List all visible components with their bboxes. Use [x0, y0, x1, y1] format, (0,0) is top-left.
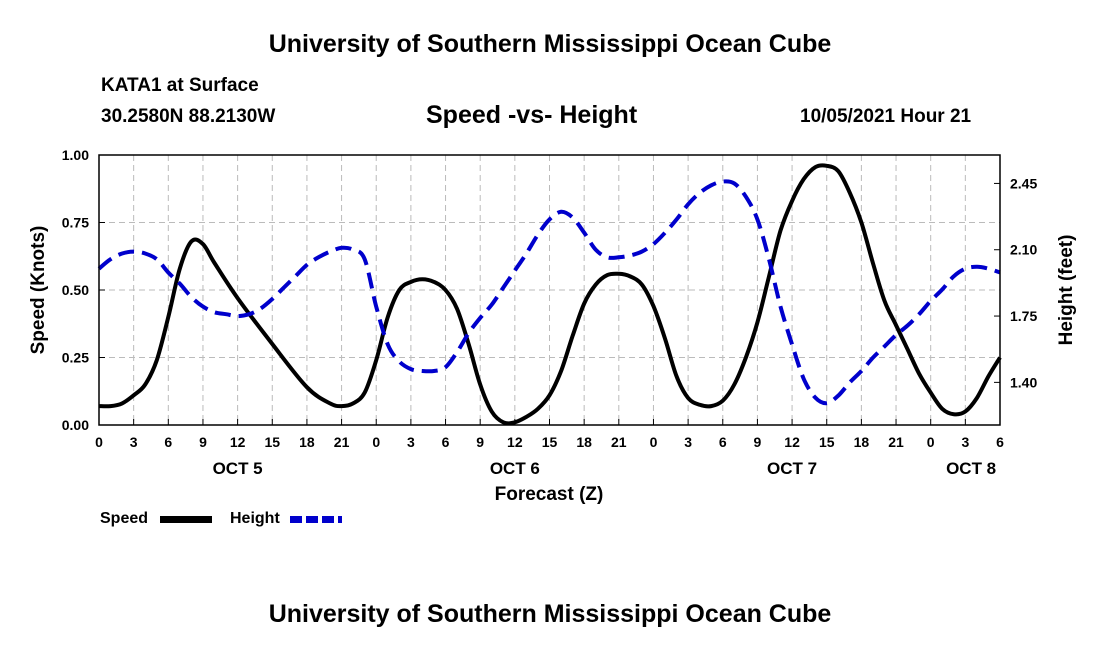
x-tick-label: 3 [961, 434, 969, 450]
day-label: OCT 8 [946, 459, 996, 478]
y-tick-label: 0.75 [62, 215, 89, 231]
x-tick-label: 9 [476, 434, 484, 450]
y-tick-label: 0.50 [62, 282, 89, 298]
x-tick-label: 3 [684, 434, 692, 450]
y2-axis-label: Height (feet) [1056, 235, 1077, 346]
x-tick-label: 0 [95, 434, 103, 450]
x-tick-label: 0 [927, 434, 935, 450]
x-tick-label: 9 [754, 434, 762, 450]
x-tick-label: 12 [507, 434, 523, 450]
x-tick-label: 21 [611, 434, 627, 450]
x-tick-label: 3 [130, 434, 138, 450]
footer-title: University of Southern Mississippi Ocean… [268, 600, 832, 628]
y-axis-label: Speed (Knots) [28, 226, 49, 355]
legend-height-label: Height [230, 510, 280, 527]
series-layer [97, 163, 1002, 426]
x-tick-label: 0 [650, 434, 658, 450]
y-tick-label: 1.00 [62, 147, 89, 163]
day-label: OCT 5 [213, 459, 263, 478]
day-label: OCT 6 [490, 459, 540, 478]
x-tick-label: 6 [996, 434, 1004, 450]
x-tick-label: 21 [888, 434, 904, 450]
y2-tick-label: 2.45 [1010, 175, 1037, 191]
x-tick-label: 6 [164, 434, 172, 450]
y2-tick-label: 1.40 [1010, 374, 1037, 390]
legend-height-swatch [290, 516, 342, 523]
grid [99, 155, 1000, 425]
day-label: OCT 7 [767, 459, 817, 478]
x-tick-label: 15 [542, 434, 558, 450]
y-tick-label: 0.00 [62, 417, 89, 433]
legend-speed-swatch [160, 516, 212, 523]
x-tick-label: 12 [784, 434, 800, 450]
chart-title: University of Southern Mississippi Ocean… [268, 30, 832, 58]
x-tick-label: 18 [299, 434, 315, 450]
axes: 0 3 6 9 12 15 18 21 0 3 6 9 12 15 18 21 0 3 6 9 12 15 18 21 0 3 6 0… [62, 147, 1038, 478]
y2-tick-label: 1.75 [1010, 308, 1037, 324]
chart-subtitle: Speed -vs- Height [426, 101, 638, 129]
x-tick-label: 6 [442, 434, 450, 450]
y-tick-label: 0.25 [62, 350, 89, 366]
x-tick-label: 18 [854, 434, 870, 450]
legend-speed-label: Speed [100, 510, 149, 527]
x-axis-label: Forecast (Z) [495, 484, 604, 505]
x-tick-label: 21 [334, 434, 350, 450]
x-tick-label: 6 [719, 434, 727, 450]
x-tick-label: 15 [819, 434, 835, 450]
x-tick-label: 0 [372, 434, 380, 450]
x-tick-label: 15 [264, 434, 280, 450]
x-tick-label: 9 [199, 434, 207, 450]
station-coordinates: 30.2580N 88.2130W [101, 106, 276, 127]
station-label: KATA1 at Surface [101, 75, 259, 96]
x-tick-label: 18 [576, 434, 592, 450]
x-tick-label: 3 [407, 434, 415, 450]
x-tick-label: 12 [230, 434, 246, 450]
series-line-speed [98, 163, 1002, 426]
forecast-datetime: 10/05/2021 Hour 21 [800, 106, 972, 127]
y2-tick-label: 2.10 [1010, 242, 1037, 258]
series-line-height [97, 179, 1001, 406]
